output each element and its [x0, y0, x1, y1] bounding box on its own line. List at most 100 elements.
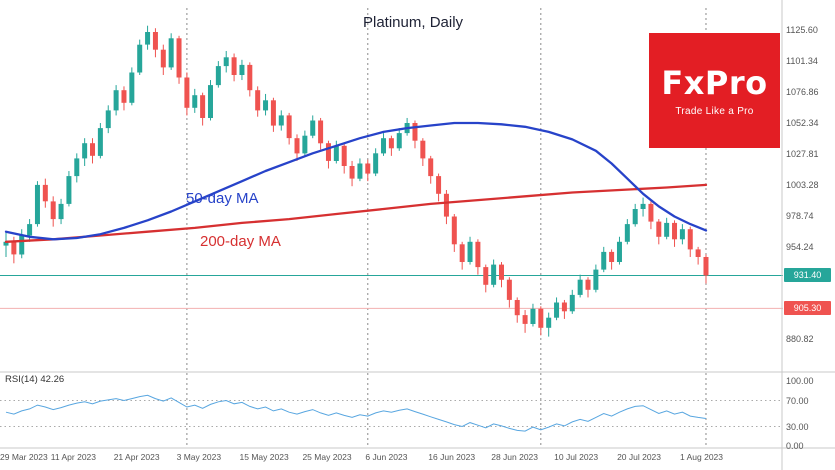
candle-body — [121, 90, 127, 103]
date-tick-label: 29 Mar 2023 — [0, 452, 48, 462]
candle-body — [365, 163, 371, 174]
rsi-tick-label: 70.00 — [786, 395, 809, 406]
candle-body — [333, 145, 339, 161]
rsi-tick-label: 0.00 — [786, 441, 804, 451]
date-tick-label: 11 Apr 2023 — [50, 452, 96, 462]
price-tick-label: 954.24 — [786, 241, 814, 252]
alert-price-badge: 905.30 — [784, 301, 831, 316]
candle-body — [672, 222, 678, 240]
candle-body — [145, 32, 151, 45]
candle-body — [459, 244, 465, 262]
candle-body — [192, 95, 198, 108]
chart-title: Platinum, Daily — [363, 14, 464, 31]
date-tick-label: 25 May 2023 — [302, 452, 352, 462]
candle-body — [137, 44, 143, 73]
candle-body — [200, 95, 206, 118]
candle-body — [3, 241, 9, 246]
date-tick-label: 3 May 2023 — [176, 452, 222, 462]
price-axis[interactable]: 1125.60 1101.34 1076.86 1052.34 1027.81 1003.… — [786, 0, 835, 470]
candle-body — [215, 66, 221, 86]
date-tick-label: 1 Aug 2023 — [679, 452, 723, 462]
date-tick-label: 10 Jul 2023 — [554, 452, 599, 462]
candle-body — [569, 294, 575, 312]
candle-body — [349, 166, 355, 179]
candle-body — [129, 72, 135, 103]
candle-body — [679, 229, 685, 240]
candle-body — [546, 317, 552, 328]
candle-body — [648, 203, 654, 222]
candle-body — [255, 90, 261, 111]
fxpro-logo-tagline: Trade Like a Pro — [675, 106, 754, 117]
candle-body — [420, 140, 426, 159]
price-tick-label: 978.74 — [786, 210, 814, 221]
date-axis[interactable]: 29 Mar 2023 11 Apr 2023 21 Apr 2023 3 May 2… — [0, 452, 782, 468]
candle-body — [50, 201, 56, 220]
candle-body — [176, 38, 182, 78]
candle-body — [278, 115, 284, 126]
candle-body — [325, 143, 331, 161]
candle-body — [42, 184, 48, 202]
price-tick-label: 1125.60 — [786, 24, 818, 35]
ma200-line — [4, 183, 708, 243]
candle-body — [491, 264, 497, 285]
price-tick-label: 1101.34 — [786, 55, 818, 66]
date-tick-label: 20 Jul 2023 — [617, 452, 662, 462]
candle-body — [82, 143, 88, 159]
ma200-label: 200-day MA — [200, 233, 281, 250]
candle-body — [451, 216, 457, 245]
date-tick-label: 16 Jun 2023 — [428, 452, 476, 462]
candle-body — [286, 115, 292, 139]
ma50-line — [4, 121, 708, 241]
candle-body — [609, 251, 615, 262]
candle-body — [341, 145, 347, 166]
date-tick-label: 21 Apr 2023 — [113, 452, 160, 462]
current-price-badge: 931.40 — [784, 268, 831, 283]
candle-body — [19, 235, 25, 255]
rsi-tick-label: 30.00 — [786, 421, 809, 432]
candle-body — [506, 279, 512, 300]
candle-body — [223, 57, 229, 67]
candle-body — [695, 249, 701, 257]
rsi-tick-label: 100.00 — [786, 376, 814, 386]
candle-body — [577, 279, 583, 295]
candle-body — [318, 120, 324, 144]
candle-body — [498, 264, 504, 280]
price-tick-label: 1027.81 — [786, 148, 819, 159]
candle-body — [412, 123, 418, 141]
candle-body — [207, 85, 213, 118]
date-tick-label: 6 Jun 2023 — [365, 452, 408, 462]
price-tick-label: 1052.34 — [786, 117, 819, 128]
candle-body — [561, 302, 567, 312]
date-tick-label: 15 May 2023 — [239, 452, 289, 462]
candle-body — [105, 110, 111, 129]
candle-body — [624, 224, 630, 242]
candle-body — [294, 138, 300, 154]
candle-body — [310, 120, 316, 136]
fxpro-logo-name: FxPro — [661, 64, 768, 102]
candle-body — [538, 308, 544, 328]
candle-body — [263, 100, 269, 111]
candle-body — [184, 77, 190, 108]
rsi-axis[interactable]: 100.00 70.00 30.00 0.00 — [786, 0, 835, 470]
candle-body — [475, 241, 481, 268]
candle-body — [656, 221, 662, 237]
candle-body — [703, 257, 709, 276]
candle-body — [664, 222, 670, 237]
candle-body — [687, 229, 693, 250]
candle-body — [483, 267, 489, 285]
candle-body — [373, 153, 379, 174]
candle-body — [113, 90, 119, 111]
candle-body — [428, 158, 434, 177]
candle-body — [443, 193, 449, 217]
candle-body — [632, 209, 638, 225]
candle-body — [302, 135, 308, 154]
candle-body — [27, 224, 33, 236]
candle-body — [616, 241, 622, 262]
candle-body — [11, 241, 17, 255]
candle-body — [66, 176, 72, 204]
candle-body — [239, 64, 245, 75]
price-tick-label: 880.82 — [786, 334, 814, 345]
candle-body — [554, 302, 560, 318]
